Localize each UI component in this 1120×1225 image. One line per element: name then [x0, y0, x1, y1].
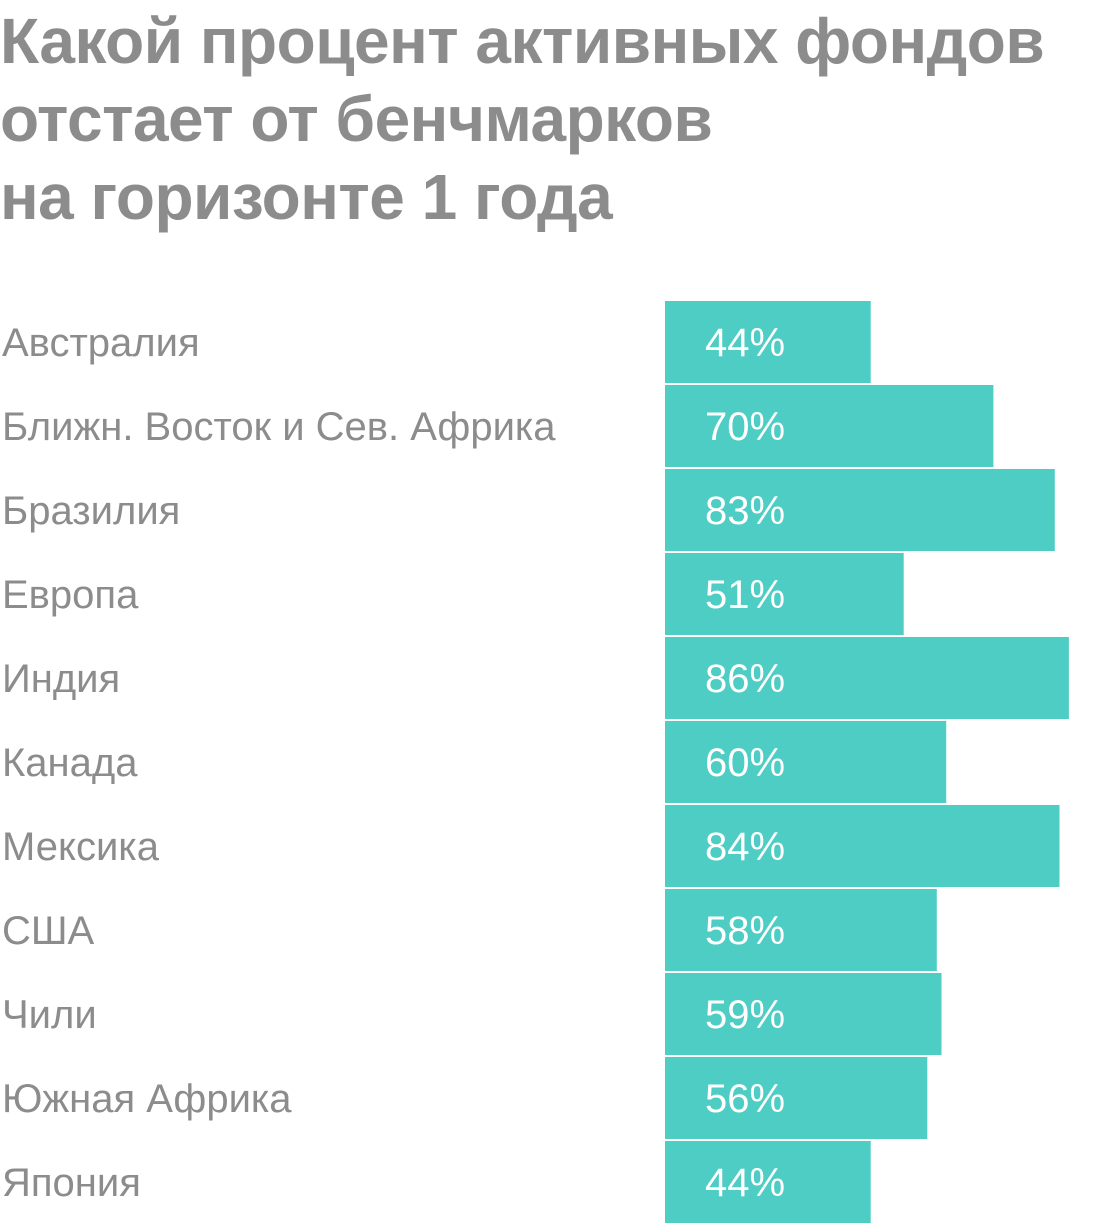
category-label: Япония: [2, 1161, 141, 1205]
value-label: 86%: [705, 657, 785, 701]
bar: [663, 1055, 930, 1141]
bar: [663, 299, 873, 385]
category-label: Канада: [2, 741, 138, 785]
bar: [663, 803, 1062, 889]
bar: [663, 719, 949, 805]
chart-title-line-2: отстает от бенчмарков: [0, 83, 713, 155]
value-label: 44%: [705, 1161, 785, 1205]
category-label: Чили: [2, 993, 97, 1037]
category-label: Бразилия: [2, 489, 180, 533]
value-label: 58%: [705, 909, 785, 953]
chart-title-line-1: Какой процент активных фондов: [0, 5, 1045, 77]
category-label: Австралия: [2, 321, 200, 365]
category-label: Ближн. Восток и Сев. Африка: [2, 405, 556, 449]
value-label: 84%: [705, 825, 785, 869]
category-label: Южная Африка: [2, 1077, 292, 1121]
value-label: 44%: [705, 321, 785, 365]
chart-title-line-3: на горизонте 1 года: [0, 161, 613, 233]
category-label: Европа: [2, 573, 139, 617]
value-label: 70%: [705, 405, 785, 449]
bar-chart-rows: Австралия 44% Ближн. Восток и Сев. Африка 7…: [2, 299, 1071, 1225]
chart-title: Какой процент активных фондов отстает от…: [0, 2, 1120, 236]
value-label: 60%: [705, 741, 785, 785]
category-label: Индия: [2, 657, 120, 701]
value-label: 56%: [705, 1077, 785, 1121]
bar: [663, 887, 939, 973]
value-label: 51%: [705, 573, 785, 617]
value-label: 83%: [705, 489, 785, 533]
bar: [663, 971, 944, 1057]
value-label: 59%: [705, 993, 785, 1037]
category-label: США: [2, 909, 95, 953]
bar: [663, 1139, 873, 1225]
category-label: Мексика: [2, 825, 160, 869]
